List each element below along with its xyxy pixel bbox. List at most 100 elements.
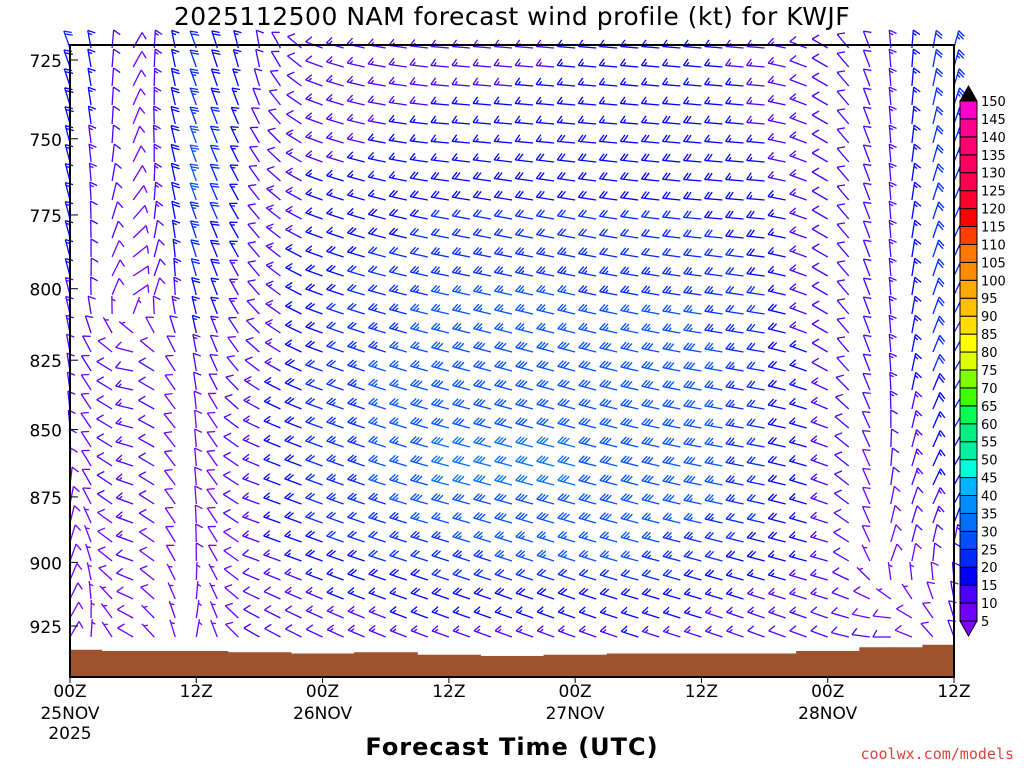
barb-full	[749, 418, 756, 426]
wind-barb	[578, 606, 597, 619]
barb-full	[80, 411, 89, 414]
barb-full	[63, 30, 72, 34]
wind-barb	[132, 88, 146, 106]
barb-half	[433, 81, 437, 86]
barb-half	[707, 591, 712, 596]
barb-full	[620, 266, 627, 274]
barb-half	[118, 533, 123, 538]
barb-full	[619, 134, 626, 142]
barb-full	[88, 105, 97, 110]
barb-staff	[746, 367, 765, 372]
wind-barb	[473, 606, 492, 619]
barb-staff	[346, 81, 365, 87]
barb-staff	[410, 441, 428, 448]
barb-full	[329, 474, 336, 481]
barb-full	[138, 490, 147, 495]
barb-full	[412, 190, 419, 198]
barb-full	[767, 209, 774, 216]
barb-staff	[683, 367, 702, 372]
wind-barb	[810, 511, 828, 524]
barb-half	[770, 231, 775, 236]
barb-staff	[578, 45, 597, 49]
wind-barb	[767, 493, 786, 505]
barb-staff	[430, 102, 449, 106]
barb-full	[725, 96, 731, 104]
wind-barb	[704, 474, 723, 486]
barb-full	[370, 284, 378, 292]
barb-full	[473, 474, 480, 481]
wind-barb	[536, 436, 555, 448]
barb-half	[791, 515, 796, 520]
barb-full	[269, 89, 278, 92]
barb-full	[811, 338, 820, 344]
barb-full	[268, 108, 277, 112]
wind-barb	[430, 39, 449, 49]
barb-full	[230, 126, 239, 129]
wind-barb	[557, 322, 576, 334]
wind-barb	[767, 75, 786, 87]
barb-half	[710, 346, 714, 351]
barb-full	[644, 399, 651, 407]
barb-staff	[452, 234, 471, 239]
barb-half	[813, 438, 818, 443]
barb-staff	[810, 459, 828, 467]
barb-full	[538, 209, 545, 217]
barb-full	[599, 568, 607, 576]
barb-staff	[725, 272, 744, 277]
wind-barb	[726, 606, 744, 619]
wind-barb	[836, 146, 850, 163]
barb-full	[452, 398, 459, 405]
wind-barb	[641, 474, 660, 486]
wind-barb	[193, 371, 202, 391]
barb-full	[472, 134, 479, 142]
barb-full	[623, 399, 630, 407]
barb-full	[349, 265, 357, 273]
barb-half	[584, 326, 588, 331]
barb-staff	[452, 479, 471, 486]
wind-barb	[557, 436, 576, 448]
barb-staff	[431, 611, 450, 619]
wind-barb	[410, 360, 428, 372]
barb-full	[430, 77, 437, 85]
barb-full	[605, 437, 612, 445]
barb-full	[430, 322, 438, 330]
wind-barb	[431, 587, 450, 600]
barb-half	[349, 117, 354, 122]
barb-staff	[96, 493, 113, 505]
barb-staff	[725, 45, 744, 49]
wind-barb	[598, 153, 618, 163]
barb-full	[224, 584, 233, 588]
barb-full	[619, 58, 626, 66]
barb-full	[454, 266, 462, 274]
wind-barb	[556, 39, 576, 49]
barb-staff	[410, 384, 428, 391]
barb-full	[665, 569, 673, 577]
wind-barb	[578, 530, 597, 543]
barb-full	[746, 134, 752, 142]
wind-barb	[493, 284, 513, 296]
barb-full	[475, 247, 483, 255]
barb-half	[267, 341, 272, 345]
wind-barb	[347, 511, 365, 524]
barb-full	[171, 295, 180, 300]
wind-barb	[767, 512, 786, 524]
barb-staff	[641, 611, 660, 619]
wind-barb	[493, 77, 513, 87]
wind-barb	[285, 205, 302, 220]
wind-barb	[788, 531, 807, 543]
barb-full	[287, 455, 295, 462]
barb-full	[683, 418, 690, 426]
barb-staff	[836, 261, 850, 277]
barb-staff	[451, 45, 470, 49]
barb-staff	[810, 555, 828, 562]
barb-full	[326, 511, 334, 518]
barb-staff	[683, 254, 702, 258]
wind-barbs	[63, 29, 968, 638]
wind-barb	[80, 354, 92, 372]
barb-full	[436, 342, 444, 350]
barb-staff	[389, 289, 407, 296]
barb-full	[668, 400, 675, 408]
barb-full	[662, 285, 669, 293]
barb-full	[620, 247, 627, 255]
wind-barb	[209, 239, 220, 258]
